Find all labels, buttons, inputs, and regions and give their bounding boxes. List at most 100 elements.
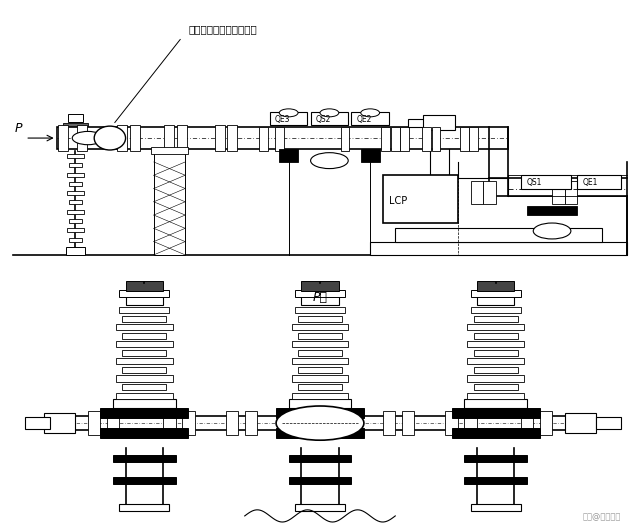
Bar [424, 116, 455, 130]
Bar [122, 367, 166, 373]
Bar [88, 411, 100, 435]
Bar [295, 504, 345, 511]
Bar [483, 181, 495, 204]
Circle shape [310, 153, 348, 169]
Circle shape [320, 109, 339, 117]
Bar [214, 125, 225, 151]
Bar [467, 375, 524, 382]
Bar [351, 112, 389, 125]
Bar [67, 228, 84, 233]
Bar [383, 175, 458, 223]
Bar [474, 367, 518, 373]
Bar [113, 399, 176, 408]
Bar [422, 127, 431, 151]
Bar [521, 175, 571, 189]
Bar [292, 324, 348, 330]
Text: QE1: QE1 [582, 177, 598, 186]
Bar [67, 154, 84, 158]
Bar [69, 416, 571, 431]
Bar [116, 341, 173, 347]
Text: P: P [15, 123, 22, 135]
Text: QE3: QE3 [275, 115, 291, 124]
Bar [527, 205, 577, 215]
Bar [295, 307, 345, 313]
Bar [122, 350, 166, 356]
Bar [119, 290, 170, 297]
Bar [301, 281, 339, 291]
Bar [298, 384, 342, 390]
Bar [150, 148, 188, 154]
Circle shape [533, 223, 571, 239]
Bar [113, 455, 176, 462]
Bar [56, 127, 508, 149]
Bar [163, 411, 176, 435]
Bar [452, 408, 540, 418]
Bar [474, 315, 518, 322]
Bar [289, 455, 351, 462]
Bar [470, 290, 521, 297]
Bar [301, 295, 339, 305]
Bar [66, 247, 85, 255]
Bar [289, 477, 351, 484]
Bar [460, 127, 468, 151]
Bar [182, 411, 195, 435]
Bar [276, 408, 364, 418]
Bar [470, 307, 521, 313]
Bar [470, 181, 483, 204]
Bar [467, 358, 524, 364]
Bar [521, 411, 533, 435]
Bar [295, 290, 345, 297]
Bar [63, 124, 88, 130]
Bar [119, 307, 170, 313]
Bar [122, 333, 166, 339]
Bar [116, 392, 173, 399]
Text: 头条@电气技术: 头条@电气技术 [582, 512, 621, 521]
Bar [117, 125, 127, 151]
Bar [340, 127, 349, 151]
Bar [383, 411, 396, 435]
Bar [577, 175, 621, 189]
Bar [474, 384, 518, 390]
Text: 本次需要更换的绣缘盒子: 本次需要更换的绣缘盒子 [188, 24, 257, 35]
Bar [307, 267, 333, 273]
Bar [292, 341, 348, 347]
Bar [298, 315, 342, 322]
Bar [67, 191, 84, 195]
Bar [69, 200, 82, 204]
Bar [469, 127, 478, 151]
Bar [292, 358, 348, 364]
Text: QS2: QS2 [316, 115, 331, 124]
Bar [396, 228, 602, 242]
Bar [474, 333, 518, 339]
Bar [100, 428, 188, 438]
Bar [427, 196, 452, 204]
Bar [564, 181, 577, 204]
Bar [119, 504, 170, 511]
Bar [226, 411, 239, 435]
Bar [292, 392, 348, 399]
Bar [154, 149, 185, 255]
Bar [69, 164, 82, 167]
Bar [452, 428, 540, 438]
Bar [259, 127, 268, 151]
Bar [132, 267, 157, 273]
Text: P向: P向 [312, 291, 328, 304]
Bar [477, 281, 515, 291]
Bar [116, 324, 173, 330]
Bar [298, 367, 342, 373]
Bar [67, 210, 84, 214]
Bar [67, 173, 84, 176]
Bar [564, 413, 596, 433]
Bar [361, 149, 380, 162]
Bar [408, 119, 439, 127]
Bar [270, 112, 307, 125]
Bar [464, 411, 477, 435]
Bar [467, 341, 524, 347]
Bar [100, 408, 188, 418]
Bar [445, 411, 458, 435]
Bar [464, 477, 527, 484]
Bar [400, 127, 409, 151]
Bar [470, 504, 521, 511]
Bar [596, 417, 621, 429]
Bar [68, 114, 83, 122]
